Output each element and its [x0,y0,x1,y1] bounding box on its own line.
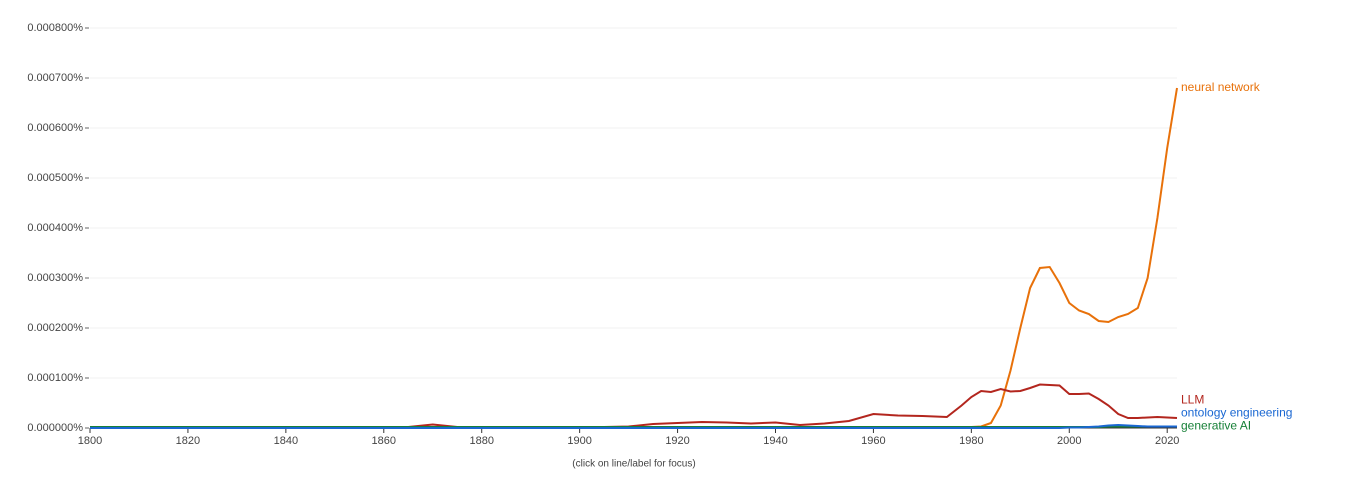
x-tick-label: 1820 [176,435,200,447]
series-line[interactable] [90,383,1178,428]
x-tick-label: 1800 [78,435,102,447]
x-tick-label: 1900 [567,435,591,447]
y-tick-label: 0.000300% [27,272,83,284]
y-tick-label: 0.000100% [27,372,83,384]
x-tick-label: 1840 [274,435,298,447]
y-tick-label: 0.000200% [27,322,83,334]
x-tick-label: 2000 [1057,435,1081,447]
x-tick-label: 1960 [861,435,885,447]
y-tick-label: 0.000000% [27,422,83,434]
series-label[interactable]: generative AI [1181,419,1251,433]
series-label[interactable]: LLM [1181,393,1204,407]
series-label[interactable]: ontology engineering [1181,406,1292,420]
series-line[interactable] [90,87,1178,429]
x-tick-label: 1920 [665,435,689,447]
x-tick-label: 1940 [763,435,787,447]
note: (click on line/label for focus) [572,459,695,470]
series-line[interactable] [90,425,1177,428]
x-tick-label: 1880 [469,435,493,447]
y-tick-label: 0.000600% [27,122,83,134]
series-line[interactable] [90,423,1177,429]
y-tick-label: 0.000700% [27,72,83,84]
y-tick-label: 0.000400% [27,222,83,234]
x-tick-label: 1980 [959,435,983,447]
x-tick-label: 2020 [1155,435,1179,447]
y-tick-label: 0.000800% [27,22,83,34]
y-tick-label: 0.000500% [27,172,83,184]
series-label[interactable]: neural network [1181,80,1261,94]
x-tick-label: 1860 [372,435,396,447]
